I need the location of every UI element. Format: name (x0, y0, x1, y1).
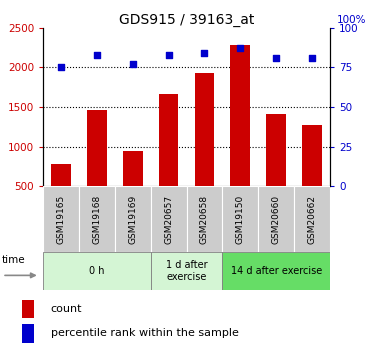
Point (201, 50, 207, 56)
Text: GSM20662: GSM20662 (308, 195, 316, 244)
Bar (151, 186, 187, 252)
Text: GSM19169: GSM19169 (128, 195, 137, 244)
Bar (22, 300, 34, 318)
Bar (159, 94, 178, 226)
Text: 1 d after
exercise: 1 d after exercise (166, 260, 207, 282)
Title: GDS915 / 39163_at: GDS915 / 39163_at (119, 12, 254, 27)
Bar (187, 186, 222, 252)
Bar (222, 252, 330, 290)
Point (58, 65, 64, 70)
Text: count: count (51, 304, 82, 314)
Text: 0 h: 0 h (89, 266, 105, 276)
Bar (87, 110, 107, 226)
Bar (151, 252, 222, 290)
Bar (266, 114, 286, 226)
Text: GSM19168: GSM19168 (92, 195, 101, 244)
Point (94, 52, 100, 57)
Text: 100%: 100% (337, 15, 366, 25)
Text: percentile rank within the sample: percentile rank within the sample (51, 328, 238, 338)
Bar (43, 252, 151, 290)
Text: GSM19165: GSM19165 (57, 195, 66, 244)
Bar (222, 186, 258, 252)
Text: 14 d after exercise: 14 d after exercise (231, 266, 322, 276)
Point (130, 61, 136, 67)
Bar (302, 125, 322, 226)
Bar (258, 186, 294, 252)
Point (237, 46, 243, 51)
Bar (115, 186, 151, 252)
Point (273, 55, 279, 60)
Text: time: time (2, 255, 26, 265)
Text: GSM20658: GSM20658 (200, 195, 209, 244)
Bar (123, 151, 142, 226)
Bar (43, 186, 79, 252)
Bar (195, 73, 214, 226)
Point (309, 55, 315, 60)
Point (166, 52, 172, 57)
Text: GSM20660: GSM20660 (272, 195, 281, 244)
Text: GSM20657: GSM20657 (164, 195, 173, 244)
Text: GSM19150: GSM19150 (236, 195, 245, 244)
Bar (231, 45, 250, 226)
Bar (294, 186, 330, 252)
Bar (22, 324, 34, 343)
Bar (79, 186, 115, 252)
Bar (51, 164, 71, 226)
